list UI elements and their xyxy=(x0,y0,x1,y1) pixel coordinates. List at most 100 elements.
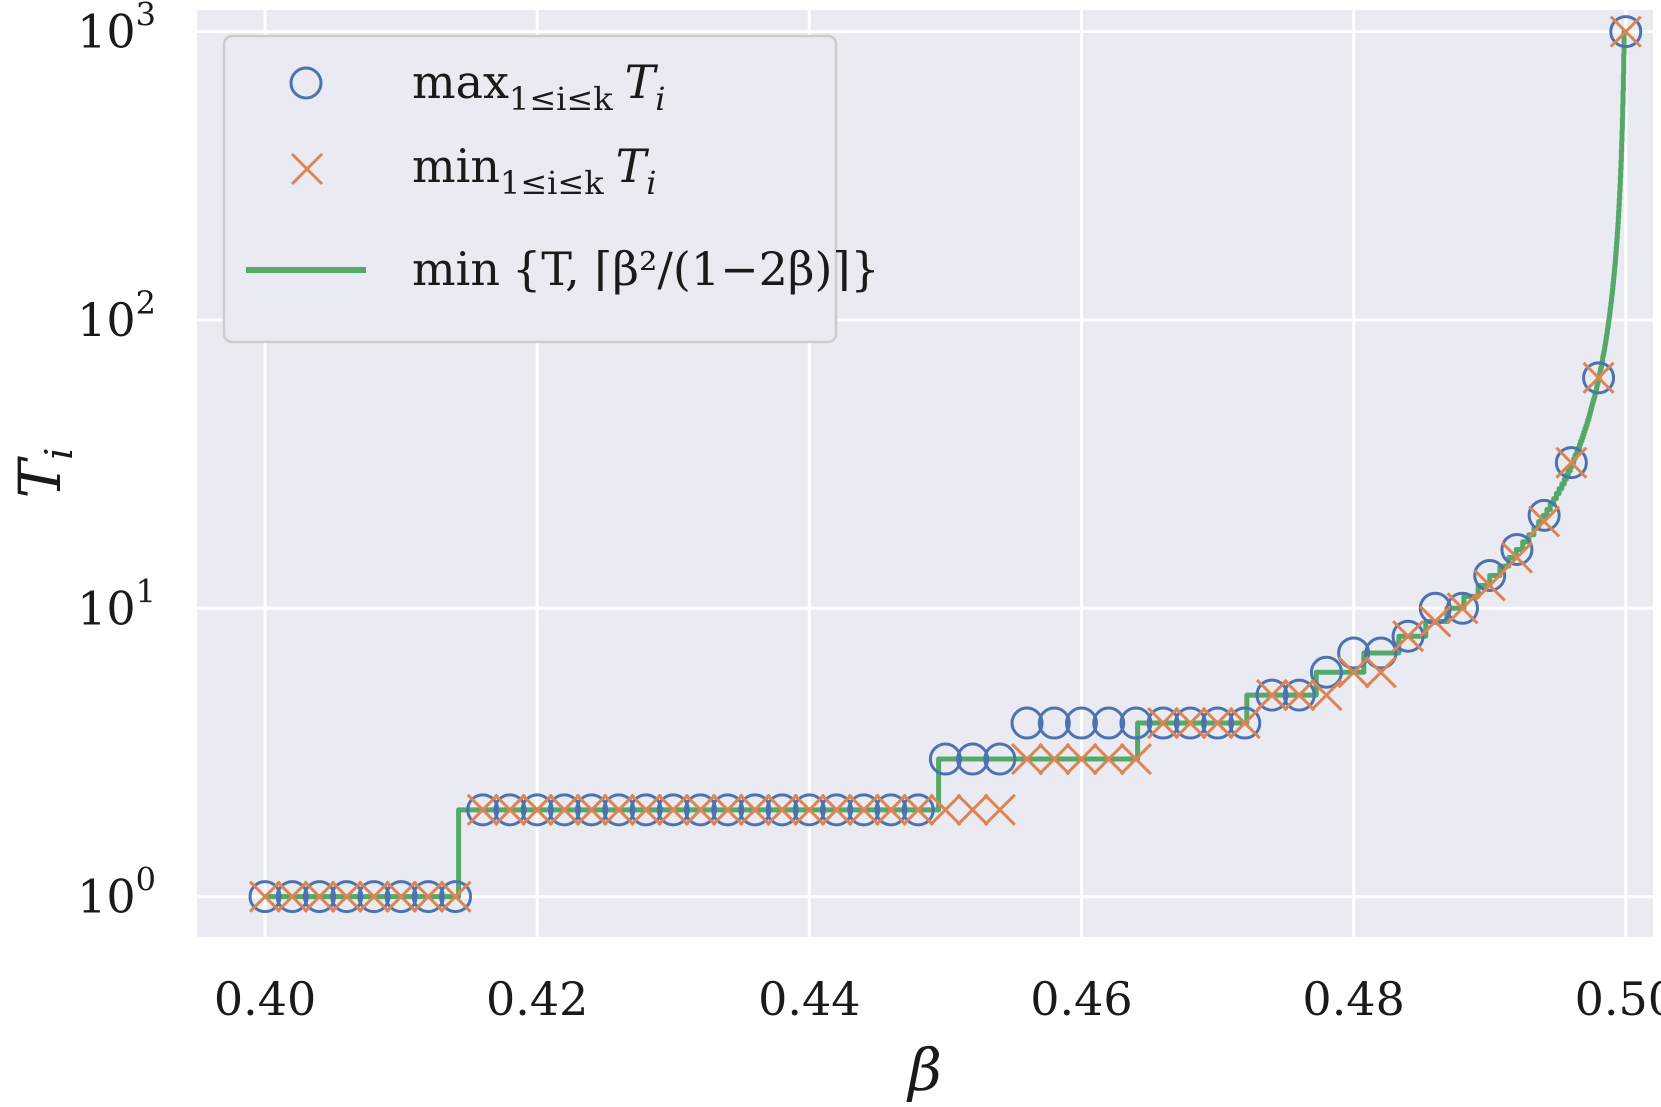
max-point xyxy=(547,793,581,827)
max-point xyxy=(1554,446,1588,480)
min-point-stroke-b xyxy=(548,793,581,826)
legend-circle-marker xyxy=(289,66,323,100)
max-point xyxy=(466,793,500,827)
min-point-stroke-b xyxy=(248,880,282,913)
min-point xyxy=(1310,679,1343,712)
min-point xyxy=(548,793,581,826)
legend-min-tail-sub: i xyxy=(646,164,656,202)
x-tick-labels: 0.40 0.42 0.44 0.46 0.48 0.50 xyxy=(214,972,1661,1026)
min-point-stroke-b xyxy=(493,793,527,826)
min-point xyxy=(276,880,309,913)
min-point xyxy=(1392,620,1425,653)
x-tick-label: 0.48 xyxy=(1302,972,1404,1026)
x-tick-label: 0.46 xyxy=(1030,972,1132,1026)
max-point xyxy=(847,793,881,827)
min-point-stroke-b xyxy=(657,793,690,826)
max-point xyxy=(1010,706,1044,740)
min-point-stroke-b xyxy=(1119,743,1152,776)
max-point xyxy=(357,880,391,914)
min-point-stroke-b xyxy=(1609,15,1642,48)
min-point-stroke-b xyxy=(602,793,635,826)
y-tick-base: 10 xyxy=(77,870,136,924)
max-point xyxy=(1037,706,1071,740)
min-point-stroke-b xyxy=(1555,446,1588,479)
min-point-stroke-b xyxy=(1065,743,1098,776)
legend-box xyxy=(222,34,838,344)
legend-cross-marker xyxy=(290,152,324,186)
min-point-stroke-b xyxy=(1092,743,1125,776)
y-tick-exponent: 0 xyxy=(136,861,156,899)
min-point xyxy=(1364,656,1397,689)
max-point xyxy=(1364,636,1398,670)
min-point xyxy=(1555,446,1588,479)
max-point xyxy=(384,880,418,914)
legend-entry-max: max1≤i≤k Ti xyxy=(412,55,666,118)
min-point-stroke-b xyxy=(983,793,1016,826)
max-point xyxy=(411,880,445,914)
y-tick-exponent: 2 xyxy=(136,284,156,322)
min-point xyxy=(1147,706,1180,740)
min-point xyxy=(874,793,908,826)
min-point xyxy=(1609,15,1642,48)
max-point xyxy=(956,742,990,776)
y-tick-label: 101 xyxy=(77,572,156,635)
min-point xyxy=(357,880,390,913)
min-point-stroke-b xyxy=(929,793,962,826)
min-point-stroke-b xyxy=(1310,679,1343,712)
min-point xyxy=(1255,679,1289,712)
y-tick-base: 10 xyxy=(77,581,136,635)
max-point xyxy=(901,793,935,827)
max-point xyxy=(874,793,908,827)
min-point-stroke-b xyxy=(1228,706,1261,740)
legend-max-main: max xyxy=(412,55,509,109)
min-point-stroke-b xyxy=(793,793,826,826)
y-tick-label: 103 xyxy=(77,0,156,59)
min-point-stroke-b xyxy=(575,793,608,826)
min-point xyxy=(902,793,935,826)
min-point-stroke-b xyxy=(847,793,880,826)
min-point-stroke-b xyxy=(466,793,499,826)
y-tick-label: 100 xyxy=(77,861,156,924)
min-point-stroke-b xyxy=(1283,679,1316,712)
min-point xyxy=(303,880,336,913)
max-point xyxy=(1473,558,1507,592)
max-point xyxy=(493,793,527,827)
min-point-stroke-b xyxy=(1201,706,1234,740)
min-point-stroke-b xyxy=(1174,706,1207,740)
max-point xyxy=(983,742,1017,776)
y-tick-base: 10 xyxy=(77,293,136,347)
min-point-stroke-b xyxy=(357,880,390,913)
y-axis-label-sub: i xyxy=(37,448,81,460)
legend-entry-bound: min {T, ⌈β²/(1−2β)⌉} xyxy=(412,242,880,296)
min-point xyxy=(466,793,499,826)
y-tick-label: 102 xyxy=(77,284,156,347)
legend-min-sub: 1≤i≤k xyxy=(500,164,604,202)
y-axis-label-main: T xyxy=(6,455,74,498)
max-point xyxy=(928,742,962,776)
min-point xyxy=(1528,505,1561,538)
min-point-stroke-b xyxy=(684,793,717,826)
min-point-stroke-b xyxy=(1147,706,1180,740)
min-point-stroke-b xyxy=(1528,505,1561,538)
max-point xyxy=(1337,636,1371,670)
min-point-stroke-b xyxy=(385,880,418,913)
min-point xyxy=(1582,361,1615,394)
min-point-stroke-b xyxy=(820,793,853,826)
min-point-stroke-b xyxy=(956,793,989,826)
max-point xyxy=(656,793,690,827)
min-point xyxy=(929,793,962,826)
legend-max-sub: 1≤i≤k xyxy=(509,80,613,118)
min-point xyxy=(575,793,608,826)
max-point xyxy=(738,793,772,827)
max-point xyxy=(1527,498,1561,532)
min-point-stroke-b xyxy=(1446,592,1479,625)
min-point-stroke-b xyxy=(1255,679,1289,712)
max-point xyxy=(711,793,745,827)
min-point xyxy=(1092,743,1125,776)
max-point xyxy=(1064,706,1098,740)
min-point xyxy=(1283,679,1316,712)
min-point-stroke-b xyxy=(276,880,309,913)
max-point xyxy=(248,880,282,914)
legend-min-main: min xyxy=(412,139,500,193)
